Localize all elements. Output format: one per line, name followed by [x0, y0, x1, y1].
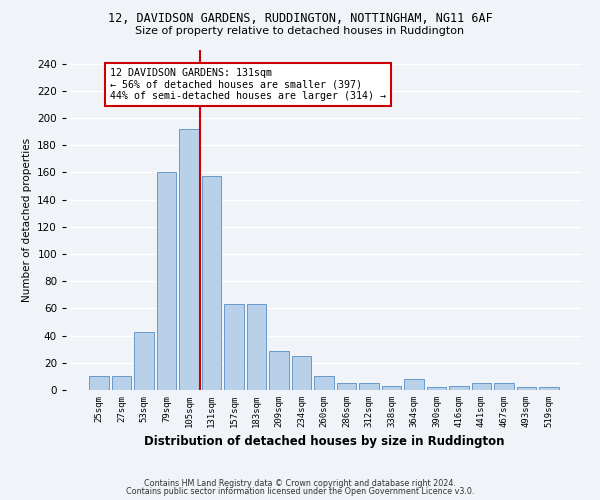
Bar — [134, 332, 154, 390]
Bar — [202, 176, 221, 390]
Bar — [404, 379, 424, 390]
Bar — [472, 383, 491, 390]
Bar — [427, 388, 446, 390]
Y-axis label: Number of detached properties: Number of detached properties — [22, 138, 32, 302]
Bar — [292, 356, 311, 390]
Bar — [314, 376, 334, 390]
Bar — [179, 129, 199, 390]
Text: 12, DAVIDSON GARDENS, RUDDINGTON, NOTTINGHAM, NG11 6AF: 12, DAVIDSON GARDENS, RUDDINGTON, NOTTIN… — [107, 12, 493, 26]
Bar — [224, 304, 244, 390]
Text: Contains public sector information licensed under the Open Government Licence v3: Contains public sector information licen… — [126, 487, 474, 496]
Bar — [539, 388, 559, 390]
Bar — [337, 383, 356, 390]
Bar — [382, 386, 401, 390]
Bar — [269, 350, 289, 390]
Bar — [359, 383, 379, 390]
Bar — [157, 172, 176, 390]
Bar — [449, 386, 469, 390]
Bar — [247, 304, 266, 390]
X-axis label: Distribution of detached houses by size in Ruddington: Distribution of detached houses by size … — [144, 436, 504, 448]
Text: 12 DAVIDSON GARDENS: 131sqm
← 56% of detached houses are smaller (397)
44% of se: 12 DAVIDSON GARDENS: 131sqm ← 56% of det… — [110, 68, 386, 101]
Text: Size of property relative to detached houses in Ruddington: Size of property relative to detached ho… — [136, 26, 464, 36]
Bar — [89, 376, 109, 390]
Text: Contains HM Land Registry data © Crown copyright and database right 2024.: Contains HM Land Registry data © Crown c… — [144, 478, 456, 488]
Bar — [517, 388, 536, 390]
Bar — [112, 376, 131, 390]
Bar — [494, 383, 514, 390]
